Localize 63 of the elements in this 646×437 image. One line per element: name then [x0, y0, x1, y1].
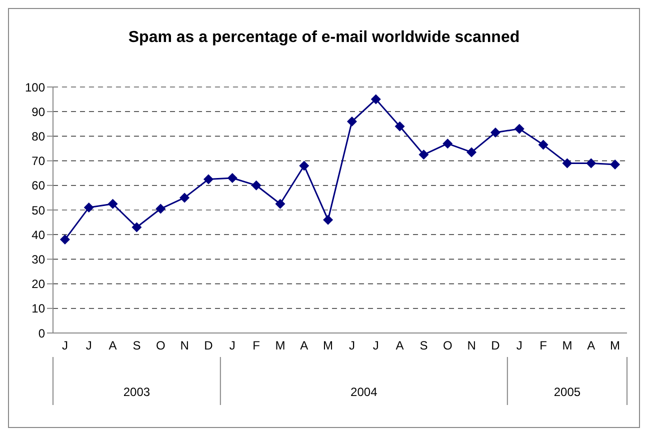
y-tick-label: 70 — [32, 154, 46, 168]
x-tick-label: N — [467, 338, 476, 353]
point — [466, 147, 477, 158]
x-tick-label: M — [562, 338, 572, 353]
x-tick-label: D — [491, 338, 500, 353]
point — [251, 180, 262, 190]
y-tick-label: 80 — [32, 129, 46, 144]
point — [370, 94, 381, 104]
x-tick-label: J — [516, 338, 522, 353]
point — [84, 202, 94, 213]
point — [418, 150, 429, 160]
y-tick-label: 0 — [38, 326, 46, 340]
point — [346, 116, 357, 126]
x-tick-label: S — [420, 338, 428, 353]
point — [490, 128, 500, 138]
x-tick-label: A — [587, 338, 596, 353]
y-tick-label: 100 — [24, 80, 46, 94]
y-tick-label: 30 — [32, 252, 46, 266]
point — [586, 158, 596, 168]
point — [275, 198, 286, 209]
point — [108, 198, 118, 209]
point — [299, 160, 310, 171]
x-tick-label: F — [252, 338, 260, 353]
x-tick-label: J — [348, 338, 355, 353]
point — [514, 124, 524, 134]
x-tick-label: F — [540, 338, 547, 353]
point — [227, 173, 238, 184]
y-tick-label: 40 — [32, 228, 46, 242]
x-tick-label: J — [229, 338, 236, 353]
point — [562, 158, 572, 168]
x-tick-label: A — [108, 338, 117, 353]
x-tick-label: J — [372, 338, 379, 353]
point — [180, 192, 190, 203]
point — [323, 214, 334, 225]
point — [60, 234, 70, 245]
x-tick-label: M — [323, 338, 334, 353]
text: 2003 — [122, 385, 152, 399]
text: 2005 — [552, 385, 582, 399]
point — [203, 174, 214, 184]
point — [394, 121, 405, 132]
point — [156, 204, 166, 214]
x-tick-label: J — [62, 338, 68, 353]
y-tick-label: 90 — [32, 104, 46, 119]
x-tick-label: M — [275, 338, 286, 353]
point — [442, 138, 453, 149]
y-tick-label: 50 — [32, 203, 46, 218]
y-tick-label: 60 — [32, 178, 46, 193]
point — [132, 222, 142, 232]
x-tick-label: J — [86, 338, 92, 353]
x-tick-label: N — [180, 338, 189, 353]
y-tick-label: 20 — [32, 277, 46, 292]
y-tick-label: 10 — [32, 302, 46, 316]
x-tick-label: M — [610, 338, 620, 353]
x-tick-label: A — [300, 338, 308, 353]
x-tick-label: A — [396, 338, 404, 353]
chart-title: Spam as a percentage of e-mail worldwide scanned — [127, 28, 521, 48]
x-tick-label: D — [204, 338, 214, 353]
point — [538, 140, 548, 150]
x-tick-label: S — [132, 338, 141, 353]
point — [610, 159, 620, 170]
x-tick-label: O — [442, 338, 452, 353]
text: 2004 — [350, 385, 378, 399]
x-tick-label: O — [156, 338, 166, 353]
